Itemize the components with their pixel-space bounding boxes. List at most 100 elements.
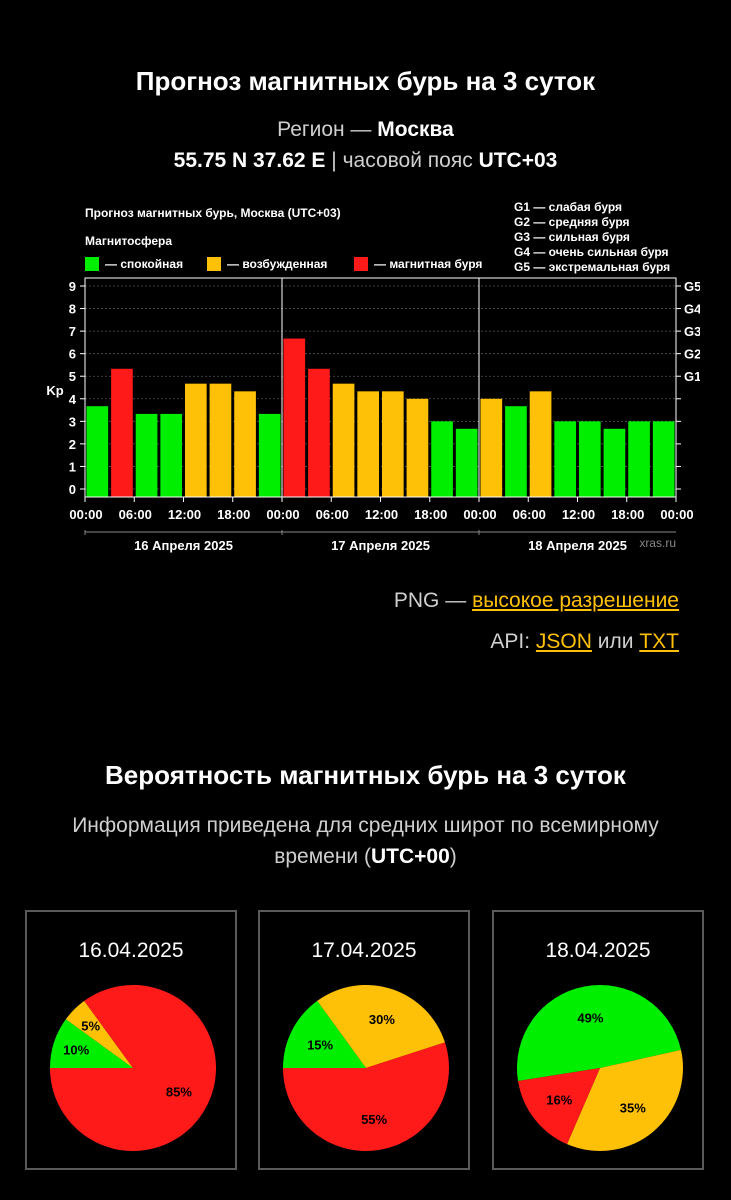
legend-swatch — [354, 257, 368, 271]
api-link-line: API: JSON или TXT — [490, 630, 679, 654]
pie-date: 18.04.2025 — [545, 939, 651, 962]
pie-slice-active — [317, 984, 445, 1068]
kp-bar — [283, 338, 306, 497]
kp-bar — [480, 398, 503, 497]
pie-date: 16.04.2025 — [78, 939, 184, 962]
g-tick-label: G2 — [684, 347, 700, 362]
kp-bar — [135, 413, 158, 497]
kp-bar — [258, 413, 281, 497]
y-tick-label: 3 — [69, 414, 76, 429]
kp-bar — [308, 368, 330, 497]
legend-label: — магнитная буря — [374, 257, 482, 271]
watermark: xras.ru — [639, 536, 676, 550]
g-tick-label: G1 — [684, 369, 700, 384]
kp-bar — [357, 391, 380, 497]
timezone-prefix: часовой пояс — [342, 149, 473, 172]
chart-bars — [86, 338, 675, 497]
y-tick-label: 5 — [69, 369, 76, 384]
coords-line: 55.75 N 37.62 E | часовой пояс UTC+03 — [0, 149, 731, 173]
pie-slice-quiet — [516, 984, 681, 1081]
x-tick-label: 18:00 — [217, 507, 250, 522]
timezone: UTC+03 — [478, 149, 558, 172]
x-tick-label: 00:00 — [463, 507, 496, 522]
probability-info: Информация приведена для средних широт п… — [40, 810, 691, 872]
legend-swatch — [85, 257, 99, 271]
storm-level-label: G5 — экстремальная буря — [514, 260, 670, 274]
pie-chart: 10% 5% 85% — [50, 984, 216, 1151]
x-tick-label: 18:00 — [414, 507, 447, 522]
day-label: 18 Апреля 2025 — [528, 538, 627, 553]
kp-bar — [628, 421, 650, 497]
x-tick-label: 00:00 — [266, 507, 299, 522]
day-label: 16 Апреля 2025 — [134, 538, 233, 553]
chart-grid: 0 1 2 3 4 5 6 7 8 9 G1 G2 G3 G4 G5 — [69, 279, 702, 497]
y-tick-label: 6 — [69, 347, 76, 362]
chart-title: Прогноз магнитных бурь, Москва (UTC+03) — [85, 206, 341, 220]
info-close: ) — [449, 845, 457, 868]
pie-slice-active — [65, 1000, 133, 1068]
pie-card-day-3: 18.04.2025 49% 35% 16% — [492, 910, 704, 1170]
x-tick-label: 06:00 — [316, 507, 349, 522]
pie-label: 35% — [620, 1101, 646, 1116]
kp-bar — [652, 421, 675, 497]
chart-legend: — спокойная — возбужденная — магнитная бур… — [85, 257, 482, 271]
api-prefix: API: — [490, 630, 531, 653]
region-name: Москва — [377, 118, 454, 141]
storm-level-label: G2 — средняя буря — [514, 215, 630, 229]
pie-date: 17.04.2025 — [311, 939, 417, 962]
json-link[interactable]: JSON — [535, 630, 592, 653]
x-tick-label: 12:00 — [168, 507, 201, 522]
kp-bar — [505, 406, 527, 497]
pie-slice-quiet — [50, 1019, 133, 1068]
y-tick-label: 9 — [69, 279, 76, 294]
chart-axes: 00:00 06:00 12:00 18:00 00:00 06:00 12:00 18:00… — [69, 277, 694, 553]
pie-slice-quiet — [283, 1000, 366, 1068]
y-tick-label: 4 — [69, 392, 77, 407]
region-prefix: Регион — — [277, 118, 372, 141]
x-tick-label: 12:00 — [562, 507, 595, 522]
legend-title: Магнитосфера — [85, 234, 172, 248]
y-tick-label: 2 — [69, 437, 76, 452]
kp-bar — [111, 368, 133, 497]
pie-label: 49% — [577, 1011, 603, 1026]
txt-link[interactable]: TXT — [639, 630, 679, 653]
kp-bar — [578, 421, 601, 497]
info-utc: UTC+00 — [371, 845, 450, 868]
pie-label: 85% — [166, 1084, 192, 1099]
kp-chart-svg: Прогноз магнитных бурь, Москва (UTC+03) … — [46, 200, 702, 553]
y-tick-label: 1 — [69, 459, 76, 474]
kp-bar — [554, 421, 577, 497]
kp-bar — [86, 406, 109, 497]
x-tick-label: 18:00 — [611, 507, 644, 522]
pie-label: 30% — [369, 1012, 395, 1027]
high-resolution-link[interactable]: высокое разрешение — [472, 589, 679, 612]
pie-chart: 49% 35% 16% — [516, 984, 683, 1151]
pie-label: 10% — [63, 1043, 89, 1058]
region-line: Регион — Москва — [0, 118, 731, 142]
storm-level-label: G4 — очень сильная буря — [514, 245, 669, 259]
pie-label: 55% — [361, 1112, 387, 1127]
page-title: Прогноз магнитных бурь на 3 суток — [135, 66, 596, 96]
kp-bar — [603, 428, 626, 497]
legend-label: — спокойная — [105, 257, 183, 271]
pie-slice-storm — [518, 1068, 600, 1145]
kp-bar — [209, 383, 232, 497]
pie-slice-active — [567, 1049, 683, 1151]
pie-label: 15% — [307, 1038, 333, 1053]
pie-label: 5% — [81, 1019, 100, 1034]
x-tick-label: 00:00 — [69, 507, 102, 522]
storm-level-label: G1 — слабая буря — [514, 200, 622, 214]
separator: | — [331, 149, 337, 172]
storm-level-label: G3 — сильная буря — [514, 230, 630, 244]
y-axis-label: Kp — [46, 383, 63, 398]
kp-bar — [332, 383, 355, 497]
kp-bar — [529, 391, 552, 497]
coordinates: 55.75 N 37.62 E — [173, 149, 326, 172]
kp-bar — [160, 413, 183, 497]
pie-slice-storm — [283, 1042, 449, 1151]
legend-label: — возбужденная — [227, 257, 327, 271]
kp-bar — [234, 391, 256, 497]
y-tick-label: 7 — [69, 324, 76, 339]
kp-bar — [455, 428, 478, 497]
